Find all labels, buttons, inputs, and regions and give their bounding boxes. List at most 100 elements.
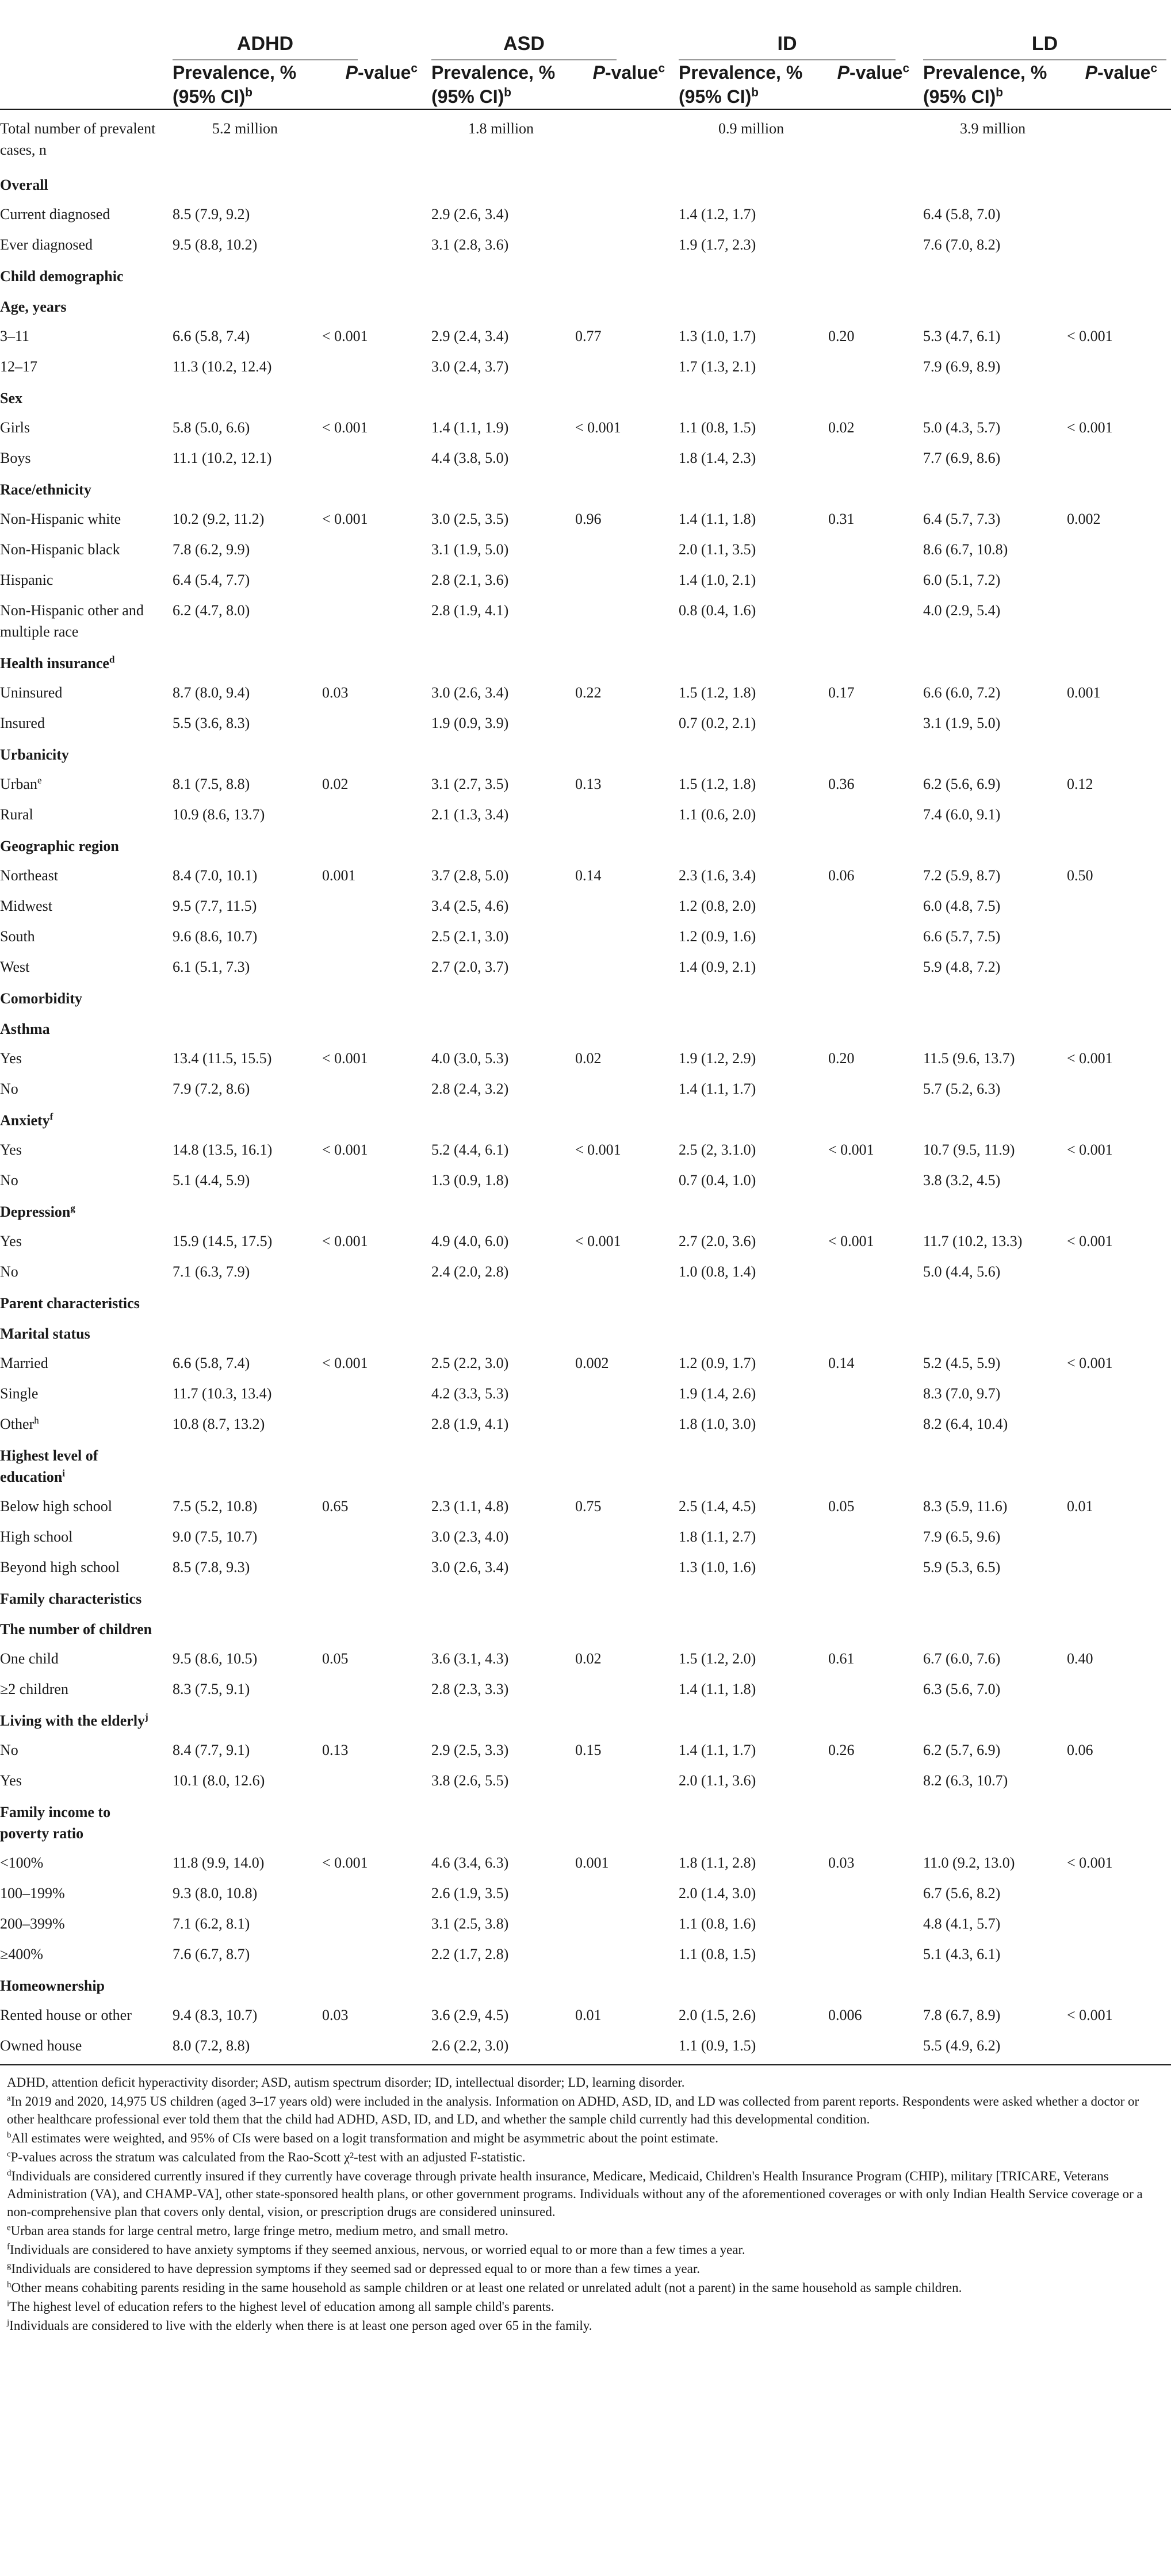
prevalence-cell-id: 1.8 (1.1, 2.7) xyxy=(679,1528,756,1545)
pvalue-cell-asd: 0.15 xyxy=(575,1742,602,1758)
table-row: 3–11 6.6 (5.8, 7.4) < 0.001 2.9 (2.4, 3.4) 0… xyxy=(0,321,1171,351)
pvalue-cell-adhd: 0.02 xyxy=(322,776,349,792)
pvalue-cell-adhd xyxy=(322,2030,431,2061)
pvalue-cell-ld xyxy=(1067,1256,1171,1287)
prevalence-cell-ld: 7.2 (5.9, 8.7) xyxy=(923,867,1001,884)
pvalue-cell-ld: 0.001 xyxy=(1067,684,1101,701)
pvalue-cell-id xyxy=(828,351,923,382)
pvalue-cell-asd xyxy=(575,891,679,921)
pvalue-cell-asd: 0.02 xyxy=(575,1650,602,1667)
section-heading: Urbanicity xyxy=(0,738,1171,769)
row-label: Rented house or other xyxy=(0,2007,132,2023)
pvalue-cell-id: 0.20 xyxy=(828,328,855,344)
prevalence-cell-asd: 2.1 (1.3, 3.4) xyxy=(431,806,509,823)
prevalence-cell-ld: 4.0 (2.9, 5.4) xyxy=(923,602,1001,619)
row-label: Yes xyxy=(0,1141,22,1158)
prevalence-cell-asd: 4.4 (3.8, 5.0) xyxy=(431,450,509,466)
pvalue-cell-asd xyxy=(575,199,679,229)
prevalence-cell-asd: 2.7 (2.0, 3.7) xyxy=(431,959,509,975)
table-row: No 7.1 (6.3, 7.9) 2.4 (2.0, 2.8) 1.0 (0.8, … xyxy=(0,1256,1171,1287)
column-header-pvalue-ld: P-valuec xyxy=(1085,62,1158,83)
section-heading-text: Highest level of educationi xyxy=(0,1447,98,1485)
prevalence-cell-ld: 5.9 (4.8, 7.2) xyxy=(923,959,1001,975)
footnote-marker: g xyxy=(7,2261,12,2271)
prevalence-cell-id: 1.2 (0.9, 1.6) xyxy=(679,928,756,945)
table-row: Total number of prevalent cases, n 5.2 mi… xyxy=(0,109,1171,168)
section-heading-row: Asthma xyxy=(0,1013,1171,1043)
section-heading-row: Comorbidity xyxy=(0,982,1171,1013)
prevalence-cell-asd: 3.6 (3.1, 4.3) xyxy=(431,1650,509,1667)
row-label: Rural xyxy=(0,806,33,823)
prevalence-cell-adhd: 9.3 (8.0, 10.8) xyxy=(173,1885,258,1902)
prevalence-cell-id: 1.1 (0.8, 1.5) xyxy=(679,419,756,436)
pvalue-cell-asd xyxy=(575,708,679,738)
pvalue-cell-ld xyxy=(1067,1939,1171,1969)
section-heading-row: Family income to poverty ratio xyxy=(0,1796,1171,1847)
prevalence-cell-adhd: 7.9 (7.2, 8.6) xyxy=(173,1080,250,1097)
section-heading: Race/ethnicity xyxy=(0,473,1171,504)
pvalue-cell-ld: < 0.001 xyxy=(1067,1050,1113,1067)
pvalue-cell-ld: 0.002 xyxy=(1067,511,1101,527)
pvalue-cell-adhd xyxy=(322,1878,431,1908)
prevalence-cell-ld: 6.4 (5.7, 7.3) xyxy=(923,511,1001,527)
prevalence-cell-ld: 6.7 (6.0, 7.6) xyxy=(923,1650,1001,1667)
prevalence-cell-id: 1.4 (1.1, 1.8) xyxy=(679,1681,756,1697)
pvalue-italic-p: P xyxy=(345,62,358,83)
section-heading-row: Sex xyxy=(0,382,1171,412)
footnote: cP-values across the stratum was calcula… xyxy=(7,2149,526,2164)
prevalence-cell-id: 1.4 (1.1, 1.8) xyxy=(679,511,756,527)
pvalue-cell-id xyxy=(828,952,923,982)
prevalence-cell-ld: 8.3 (7.0, 9.7) xyxy=(923,1385,1001,1402)
column-header-pvalue-adhd: P-valuec xyxy=(345,62,418,83)
prevalence-cell-adhd: 8.5 (7.8, 9.3) xyxy=(173,1559,250,1575)
pvalue-cell-adhd: < 0.001 xyxy=(322,1141,368,1158)
pvalue-italic-p: P xyxy=(592,62,605,83)
pvalue-cell-id: 0.05 xyxy=(828,1498,855,1515)
prevalence-cell-asd: 2.3 (1.1, 4.8) xyxy=(431,1498,509,1515)
footnote: bAll estimates were weighted, and 95% of… xyxy=(7,2130,719,2145)
pvalue-cell-id xyxy=(828,891,923,921)
table-end-rule xyxy=(0,2064,1171,2065)
section-heading-text: Health insuranced xyxy=(0,654,115,672)
prevalence-cell-adhd: 7.1 (6.3, 7.9) xyxy=(173,1263,250,1280)
footnote: dIndividuals are considered currently in… xyxy=(7,2168,1143,2219)
pvalue-cell-ld xyxy=(1067,1409,1171,1439)
pvalue-cell-asd xyxy=(575,952,679,982)
row-label: Urbane xyxy=(0,775,42,792)
row-label: South xyxy=(0,928,35,945)
footnote-marker: c xyxy=(1150,62,1158,75)
table-row: 12–17 11.3 (10.2, 12.4) 3.0 (2.4, 3.7) 1.7 … xyxy=(0,351,1171,382)
prevalence-cell-adhd: 9.5 (8.6, 10.5) xyxy=(173,1650,258,1667)
pvalue-cell-adhd: < 0.001 xyxy=(322,419,368,436)
footnote-marker: e xyxy=(37,775,42,786)
prevalence-cell-adhd: 10.8 (8.7, 13.2) xyxy=(173,1416,265,1432)
prevalence-cell-ld: 6.0 (4.8, 7.5) xyxy=(923,898,1001,914)
pvalue-cell-id xyxy=(828,799,923,830)
prevalence-cell-asd: 3.8 (2.6, 5.5) xyxy=(431,1772,509,1789)
prevalence-cell-ld: 3.1 (1.9, 5.0) xyxy=(923,715,1001,731)
pvalue-cell-ld: 0.50 xyxy=(1067,867,1093,884)
table-row: 200–399% 7.1 (6.2, 8.1) 3.1 (2.5, 3.8) 1.1 … xyxy=(0,1908,1171,1939)
pvalue-cell-ld xyxy=(1067,229,1171,260)
pvalue-cell-ld: 0.06 xyxy=(1067,1742,1093,1758)
section-heading-text: Asthma xyxy=(0,1021,50,1037)
pvalue-cell-adhd: 0.03 xyxy=(322,684,349,701)
section-heading-row: Parent characteristics xyxy=(0,1287,1171,1317)
row-label: 100–199% xyxy=(0,1885,65,1902)
pvalue-cell-adhd: 0.001 xyxy=(322,867,356,884)
table-row: Beyond high school 8.5 (7.8, 9.3) 3.0 (2.6… xyxy=(0,1552,1171,1582)
pvalue-cell-adhd: 0.03 xyxy=(322,2007,349,2023)
row-label: Current diagnosed xyxy=(0,206,110,223)
prevalence-cell-asd: 5.2 (4.4, 6.1) xyxy=(431,1141,509,1158)
pvalue-cell-asd xyxy=(575,2030,679,2061)
section-heading: The number of children xyxy=(0,1613,1171,1643)
prevalence-cell-id: 2.3 (1.6, 3.4) xyxy=(679,867,756,884)
prevalence-cell-ld: 7.4 (6.0, 9.1) xyxy=(923,806,1001,823)
section-heading-text: Comorbidity xyxy=(0,990,82,1007)
section-heading-row: Anxietyf xyxy=(0,1104,1171,1134)
prevalence-cell-id: 1.3 (1.0, 1.6) xyxy=(679,1559,756,1575)
pvalue-cell-id xyxy=(828,1378,923,1409)
prevalence-cell-id: 1.9 (1.2, 2.9) xyxy=(679,1050,756,1067)
section-heading: Overall xyxy=(0,168,1171,199)
prevalence-cell-asd: 2.8 (2.3, 3.3) xyxy=(431,1681,509,1697)
